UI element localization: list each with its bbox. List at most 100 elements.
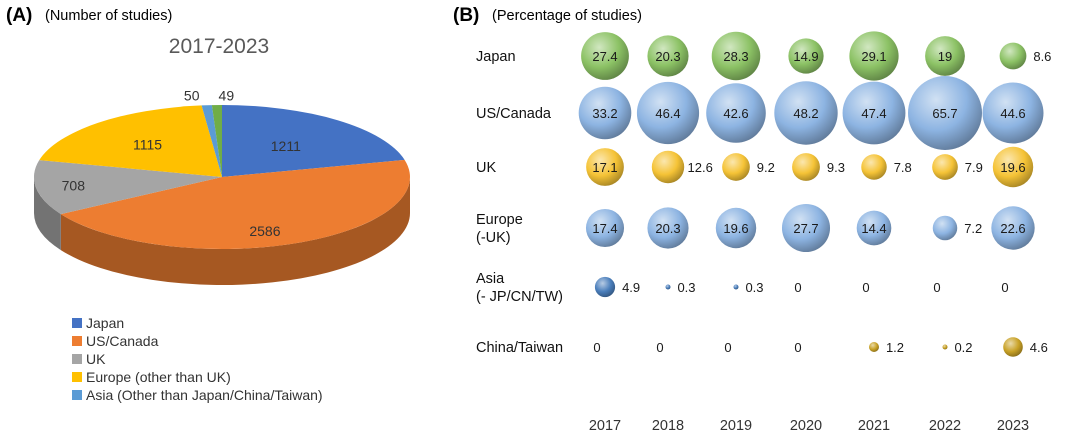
bubble-value-label: 14.9: [793, 49, 818, 64]
row-label: Asia: [476, 271, 505, 287]
bubble: [868, 341, 880, 353]
bubble: [792, 153, 820, 181]
bubble-value-label: 0: [862, 280, 869, 295]
bubble-value-label: 14.4: [861, 221, 886, 236]
year-tick-label: 2022: [929, 418, 961, 433]
row-label: UK: [476, 160, 496, 176]
pie-chart: 1211 2586 708 1115 50 49: [34, 87, 410, 285]
panel-a-letter: (A): [6, 5, 32, 26]
pie-slice: [201, 105, 222, 177]
bubble-value-label: 27.7: [793, 221, 818, 236]
bubble-value-label: 7.9: [965, 160, 983, 175]
legend-swatch: [72, 336, 82, 346]
bubble-value-label: 27.4: [592, 49, 617, 64]
pie-slice: [39, 105, 223, 177]
year-tick-label: 2017: [589, 418, 621, 433]
bubble: [842, 81, 906, 145]
bubble: [925, 36, 965, 76]
pie-slice-side: [60, 177, 410, 285]
bubble: [788, 38, 824, 74]
bubble: [942, 344, 948, 350]
bubble-value-label: 0: [593, 340, 600, 355]
legend-entry: Japan: [86, 315, 124, 331]
bubble: [706, 83, 766, 143]
bubble-value-label: 20.3: [655, 49, 680, 64]
bubble-chart: Japan 27.4 20.3 28.3 14.9 29.1 19 8.6 US/Canada 3…: [476, 31, 1051, 433]
bubble-value-label: 44.6: [1000, 106, 1025, 121]
bubble-value-label: 0: [794, 280, 801, 295]
bubble-value-label: 65.7: [932, 106, 957, 121]
row-label: China/Taiwan: [476, 340, 563, 356]
bubble: [992, 146, 1034, 188]
bubble: [711, 31, 761, 81]
pie-legend: Japan US/Canada UK Europe (other than UK) As…: [72, 315, 323, 403]
bubble: [908, 76, 982, 150]
bubble-value-label: 20.3: [655, 221, 680, 236]
bubble-value-label: 0.3: [745, 280, 763, 295]
bubble-value-label: 48.2: [793, 106, 818, 121]
bubble: [715, 207, 757, 249]
bubble-value-label: 17.1: [592, 160, 617, 175]
bubble: [856, 210, 892, 246]
bubble: [722, 153, 750, 181]
panel-a-subtitle: (Number of studies): [45, 8, 172, 24]
bubble-value-label: 19.6: [1000, 160, 1025, 175]
legend-entry: UK: [86, 351, 106, 367]
bubble: [581, 32, 629, 80]
bubble: [586, 148, 624, 186]
year-tick-label: 2021: [858, 418, 890, 433]
bubble-value-label: 47.4: [861, 106, 886, 121]
bubble-value-label: 0: [724, 340, 731, 355]
pie-slice-label: 1211: [271, 138, 301, 154]
bubble-value-label: 19.6: [723, 221, 748, 236]
bubble: [733, 284, 739, 290]
bubble: [665, 284, 671, 290]
bubble: [999, 42, 1027, 70]
year-tick-label: 2020: [790, 418, 822, 433]
bubble-value-label: 9.3: [827, 160, 845, 175]
panel-b-subtitle: (Percentage of studies): [492, 8, 642, 24]
bubble-value-label: 0.2: [954, 340, 972, 355]
bubble: [578, 86, 632, 140]
bubble: [774, 81, 838, 145]
bubble: [647, 35, 689, 77]
bubble-value-label: 17.4: [592, 221, 617, 236]
year-tick-label: 2019: [720, 418, 752, 433]
pie-slice: [34, 160, 223, 215]
pie-slice-label: 49: [219, 87, 235, 103]
legend-swatch: [72, 354, 82, 364]
pie-slice-label: 1115: [133, 137, 162, 153]
bubble-value-label: 22.6: [1000, 221, 1025, 236]
panel-b-letter: (B): [453, 5, 479, 26]
legend-swatch: [72, 390, 82, 400]
bubble: [849, 31, 899, 81]
legend-entry: Asia (Other than Japan/China/Taiwan): [86, 387, 323, 403]
bubble-value-label: 8.6: [1033, 49, 1051, 64]
pie-slice-label: 708: [62, 178, 86, 194]
bubble-value-label: 0: [1001, 280, 1008, 295]
bubble: [651, 150, 685, 184]
bubble-value-label: 28.3: [723, 49, 748, 64]
pie-slice-side: [34, 177, 61, 251]
pie-title: 2017-2023: [169, 35, 269, 58]
bubble-value-label: 4.9: [622, 280, 640, 295]
bubble: [585, 208, 625, 248]
row-label: Europe: [476, 212, 523, 228]
pie-slice: [211, 105, 222, 177]
row-label: Japan: [476, 49, 516, 65]
bubble: [861, 154, 887, 180]
bubble: [991, 206, 1035, 250]
bubble: [781, 203, 831, 253]
bubble-value-label: 0: [656, 340, 663, 355]
bubble-value-label: 19: [938, 49, 952, 64]
legend-entry: Europe (other than UK): [86, 369, 231, 385]
row-label: US/Canada: [476, 106, 552, 122]
bubble-value-label: 7.8: [894, 160, 912, 175]
bubble-value-label: 0: [794, 340, 801, 355]
bubble-value-label: 46.4: [655, 106, 680, 121]
bubble: [1003, 337, 1023, 357]
bubble: [594, 276, 616, 298]
row-label: (- JP/CN/TW): [476, 289, 563, 305]
